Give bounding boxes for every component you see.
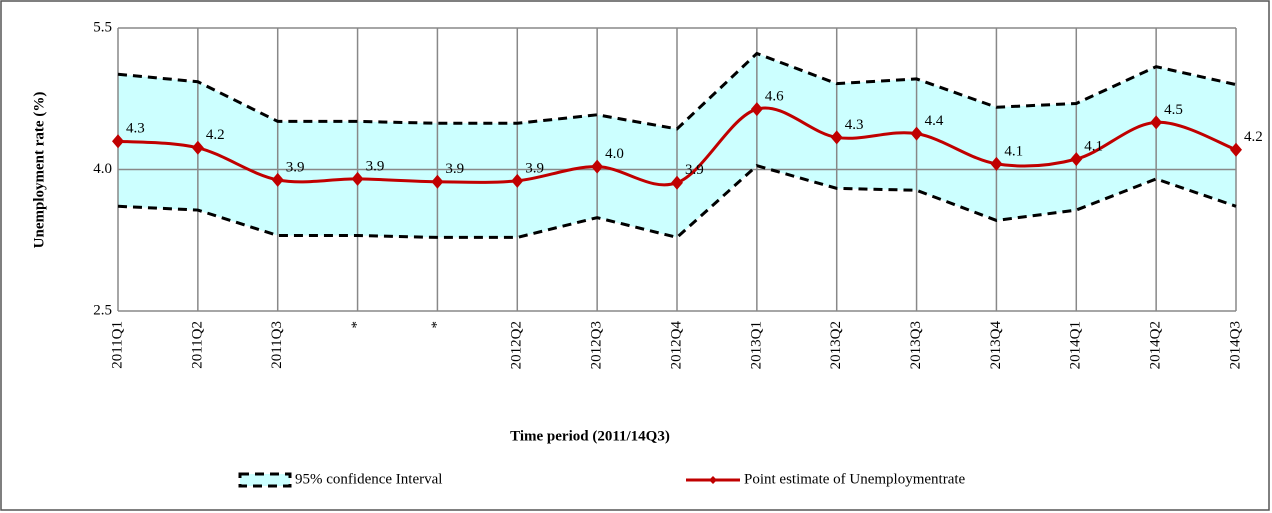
point-marker [431, 174, 444, 189]
data-label: 4.1 [1084, 139, 1103, 155]
x-tick-label: 2013Q2 [828, 321, 844, 369]
x-tick-label: 2012Q2 [509, 321, 525, 369]
data-label: 4.3 [845, 117, 864, 133]
x-tick-label: 2014Q1 [1068, 321, 1084, 369]
point-marker [750, 102, 763, 117]
point-marker [351, 171, 364, 186]
x-axis-title: Time period (2011/14Q3) [510, 428, 670, 444]
x-tick-label: 2012Q4 [668, 321, 684, 370]
x-tick-label: 2013Q3 [908, 321, 924, 369]
point-marker [112, 134, 124, 149]
x-tick-label: 2013Q4 [988, 321, 1004, 370]
point-marker [591, 159, 604, 174]
x-tick-label: 2013Q1 [748, 321, 764, 369]
x-tick-label: 2014Q2 [1148, 321, 1164, 369]
legend-swatch-marker [709, 476, 717, 484]
point-marker [830, 130, 843, 145]
x-tick-label: 2011Q1 [109, 321, 125, 369]
series-line [117, 106, 1237, 187]
legend-swatch-band [238, 472, 292, 488]
legend-label: Point estimate of Unemploymentrate [744, 471, 966, 487]
data-label: 3.9 [286, 159, 305, 175]
y-tick-label: 2.5 [93, 302, 112, 318]
data-label: 3.9 [685, 162, 704, 178]
ci-upper-line [117, 51, 1237, 131]
y-tick-label: 5.5 [93, 19, 112, 35]
y-tick-label: 4.0 [93, 161, 112, 177]
data-label: 4.3 [126, 121, 145, 137]
x-tick-label: * [349, 321, 365, 329]
point-marker [191, 140, 204, 155]
point-marker [990, 156, 1003, 171]
data-label: 3.9 [366, 158, 385, 174]
x-tick-label: 2012Q3 [589, 321, 605, 369]
point-marker [1230, 142, 1242, 157]
y-axis-title: Unemployment rate (%) [31, 92, 47, 249]
point-marker [1150, 115, 1163, 130]
point-marker [1070, 152, 1083, 167]
ci-lower-line [117, 164, 1237, 240]
legend-label: 95% confidence Interval [295, 471, 442, 487]
x-tick-label: 2011Q3 [269, 321, 285, 369]
data-label: 4.2 [206, 127, 225, 143]
data-label: 3.9 [525, 160, 544, 176]
data-label: 4.6 [765, 89, 784, 105]
point-marker [910, 126, 923, 141]
point-marker [671, 175, 683, 190]
x-tick-label: 2011Q2 [189, 321, 205, 369]
data-label: 4.2 [1244, 129, 1263, 145]
data-label: 3.9 [445, 161, 464, 177]
point-marker [511, 173, 524, 188]
data-label: 4.1 [1004, 143, 1023, 159]
x-tick-label: 2014Q3 [1227, 321, 1243, 369]
data-label: 4.0 [605, 146, 624, 162]
data-label: 4.5 [1164, 102, 1183, 118]
x-tick-label: * [429, 321, 445, 329]
point-marker [271, 172, 284, 187]
data-label: 4.4 [925, 113, 944, 129]
